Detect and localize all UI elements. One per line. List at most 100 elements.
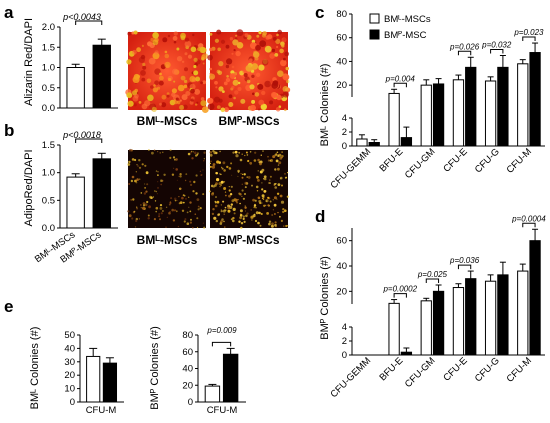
panel-b-sig-bracket: [75, 138, 103, 143]
texture-dot: [241, 195, 243, 197]
texture-dot: [172, 219, 176, 222]
texture-dot: [245, 210, 246, 212]
texture-dot: [194, 152, 196, 154]
texture-dot: [246, 212, 249, 215]
texture-dot: [209, 153, 213, 157]
texture-dot: [134, 158, 137, 162]
texture-dot: [157, 181, 159, 183]
texture-dot: [212, 163, 216, 166]
texture-dot: [222, 90, 225, 93]
texture-dot: [131, 175, 135, 179]
texture-dot: [210, 160, 212, 163]
panel-e1-ytick-label: 50: [64, 330, 75, 341]
texture-dot: [234, 198, 238, 202]
texture-dot: [214, 204, 218, 208]
texture-dot: [221, 166, 223, 168]
texture-dot: [142, 204, 146, 207]
texture-dot: [223, 187, 227, 190]
texture-dot: [279, 194, 283, 198]
texture-dot: [165, 226, 167, 228]
texture-dot: [274, 168, 277, 171]
texture-dot: [263, 204, 266, 207]
panel-c-ytick-label: 20: [336, 80, 347, 91]
texture-dot: [187, 54, 193, 59]
texture-dot: [156, 193, 158, 195]
texture-dot: [159, 204, 163, 207]
texture-dot: [142, 202, 146, 205]
legend-swatch-bmp: [369, 29, 380, 40]
panel-c-bar: [484, 80, 497, 147]
texture-dot: [249, 104, 256, 111]
texture-dot: [258, 199, 262, 203]
texture-dot: [152, 32, 159, 39]
panel-b-ytick-label: 0.5: [42, 195, 55, 206]
texture-dot: [286, 195, 289, 198]
texture-dot: [140, 192, 143, 194]
texture-dot: [232, 39, 239, 46]
texture-dot: [268, 222, 271, 226]
texture-dot: [146, 78, 152, 84]
texture-dot: [169, 201, 172, 203]
micrograph-b-bmp-texture: [209, 149, 289, 230]
texture-dot: [140, 207, 142, 209]
texture-dot: [209, 165, 212, 168]
texture-dot: [147, 214, 150, 217]
texture-dot: [224, 191, 227, 193]
texture-dot: [141, 163, 144, 166]
texture-dot: [241, 176, 244, 179]
texture-dot: [255, 72, 261, 78]
texture-dot: [235, 50, 241, 57]
texture-dot: [271, 214, 274, 216]
texture-dot: [141, 44, 144, 48]
texture-dot: [160, 179, 163, 182]
texture-dot: [262, 198, 265, 200]
texture-dot: [250, 42, 257, 49]
panel-d-sig-bracket: [393, 293, 407, 298]
texture-dot: [138, 166, 142, 169]
texture-dot: [189, 100, 194, 105]
texture-dot: [181, 196, 184, 200]
texture-dot: [143, 192, 147, 195]
texture-dot: [272, 155, 276, 159]
texture-dot: [215, 219, 218, 223]
texture-dot: [251, 219, 253, 221]
texture-dot: [228, 102, 234, 107]
texture-dot: [202, 193, 205, 196]
panel-c-sig-label: p=0.032: [481, 41, 512, 50]
texture-dot: [190, 183, 193, 186]
panel-d-ytick-label: 0: [342, 350, 347, 361]
texture-dot: [133, 30, 138, 35]
texture-dot: [221, 167, 224, 170]
texture-dot: [287, 172, 289, 174]
texture-dot: [196, 101, 199, 104]
panel-d-bar: [465, 278, 477, 356]
texture-dot: [145, 190, 148, 193]
texture-dot: [188, 206, 190, 208]
texture-dot: [207, 97, 214, 104]
texture-dot: [128, 160, 131, 164]
texture-dot: [221, 218, 224, 221]
texture-dot: [252, 92, 255, 96]
texture-dot: [134, 226, 137, 228]
texture-dot: [241, 189, 244, 192]
texture-dot: [231, 174, 233, 176]
texture-dot: [252, 198, 256, 202]
panel-c-ytick-label: 80: [336, 9, 347, 20]
texture-dot: [274, 221, 277, 224]
texture-dot: [244, 154, 246, 157]
texture-dot: [169, 201, 172, 205]
texture-dot: [280, 178, 282, 180]
texture-dot: [173, 167, 175, 169]
texture-dot: [127, 163, 131, 166]
texture-dot: [255, 211, 259, 215]
panel-d-xcat: CFU-GEMM: [328, 355, 373, 400]
texture-dot: [273, 196, 277, 200]
texture-dot: [224, 206, 227, 209]
texture-dot: [127, 210, 130, 213]
panel-label-d: d: [315, 207, 325, 226]
texture-dot: [157, 151, 159, 153]
texture-dot: [245, 214, 248, 218]
texture-dot: [212, 149, 215, 153]
texture-dot: [164, 50, 168, 54]
texture-dot: [154, 50, 159, 55]
